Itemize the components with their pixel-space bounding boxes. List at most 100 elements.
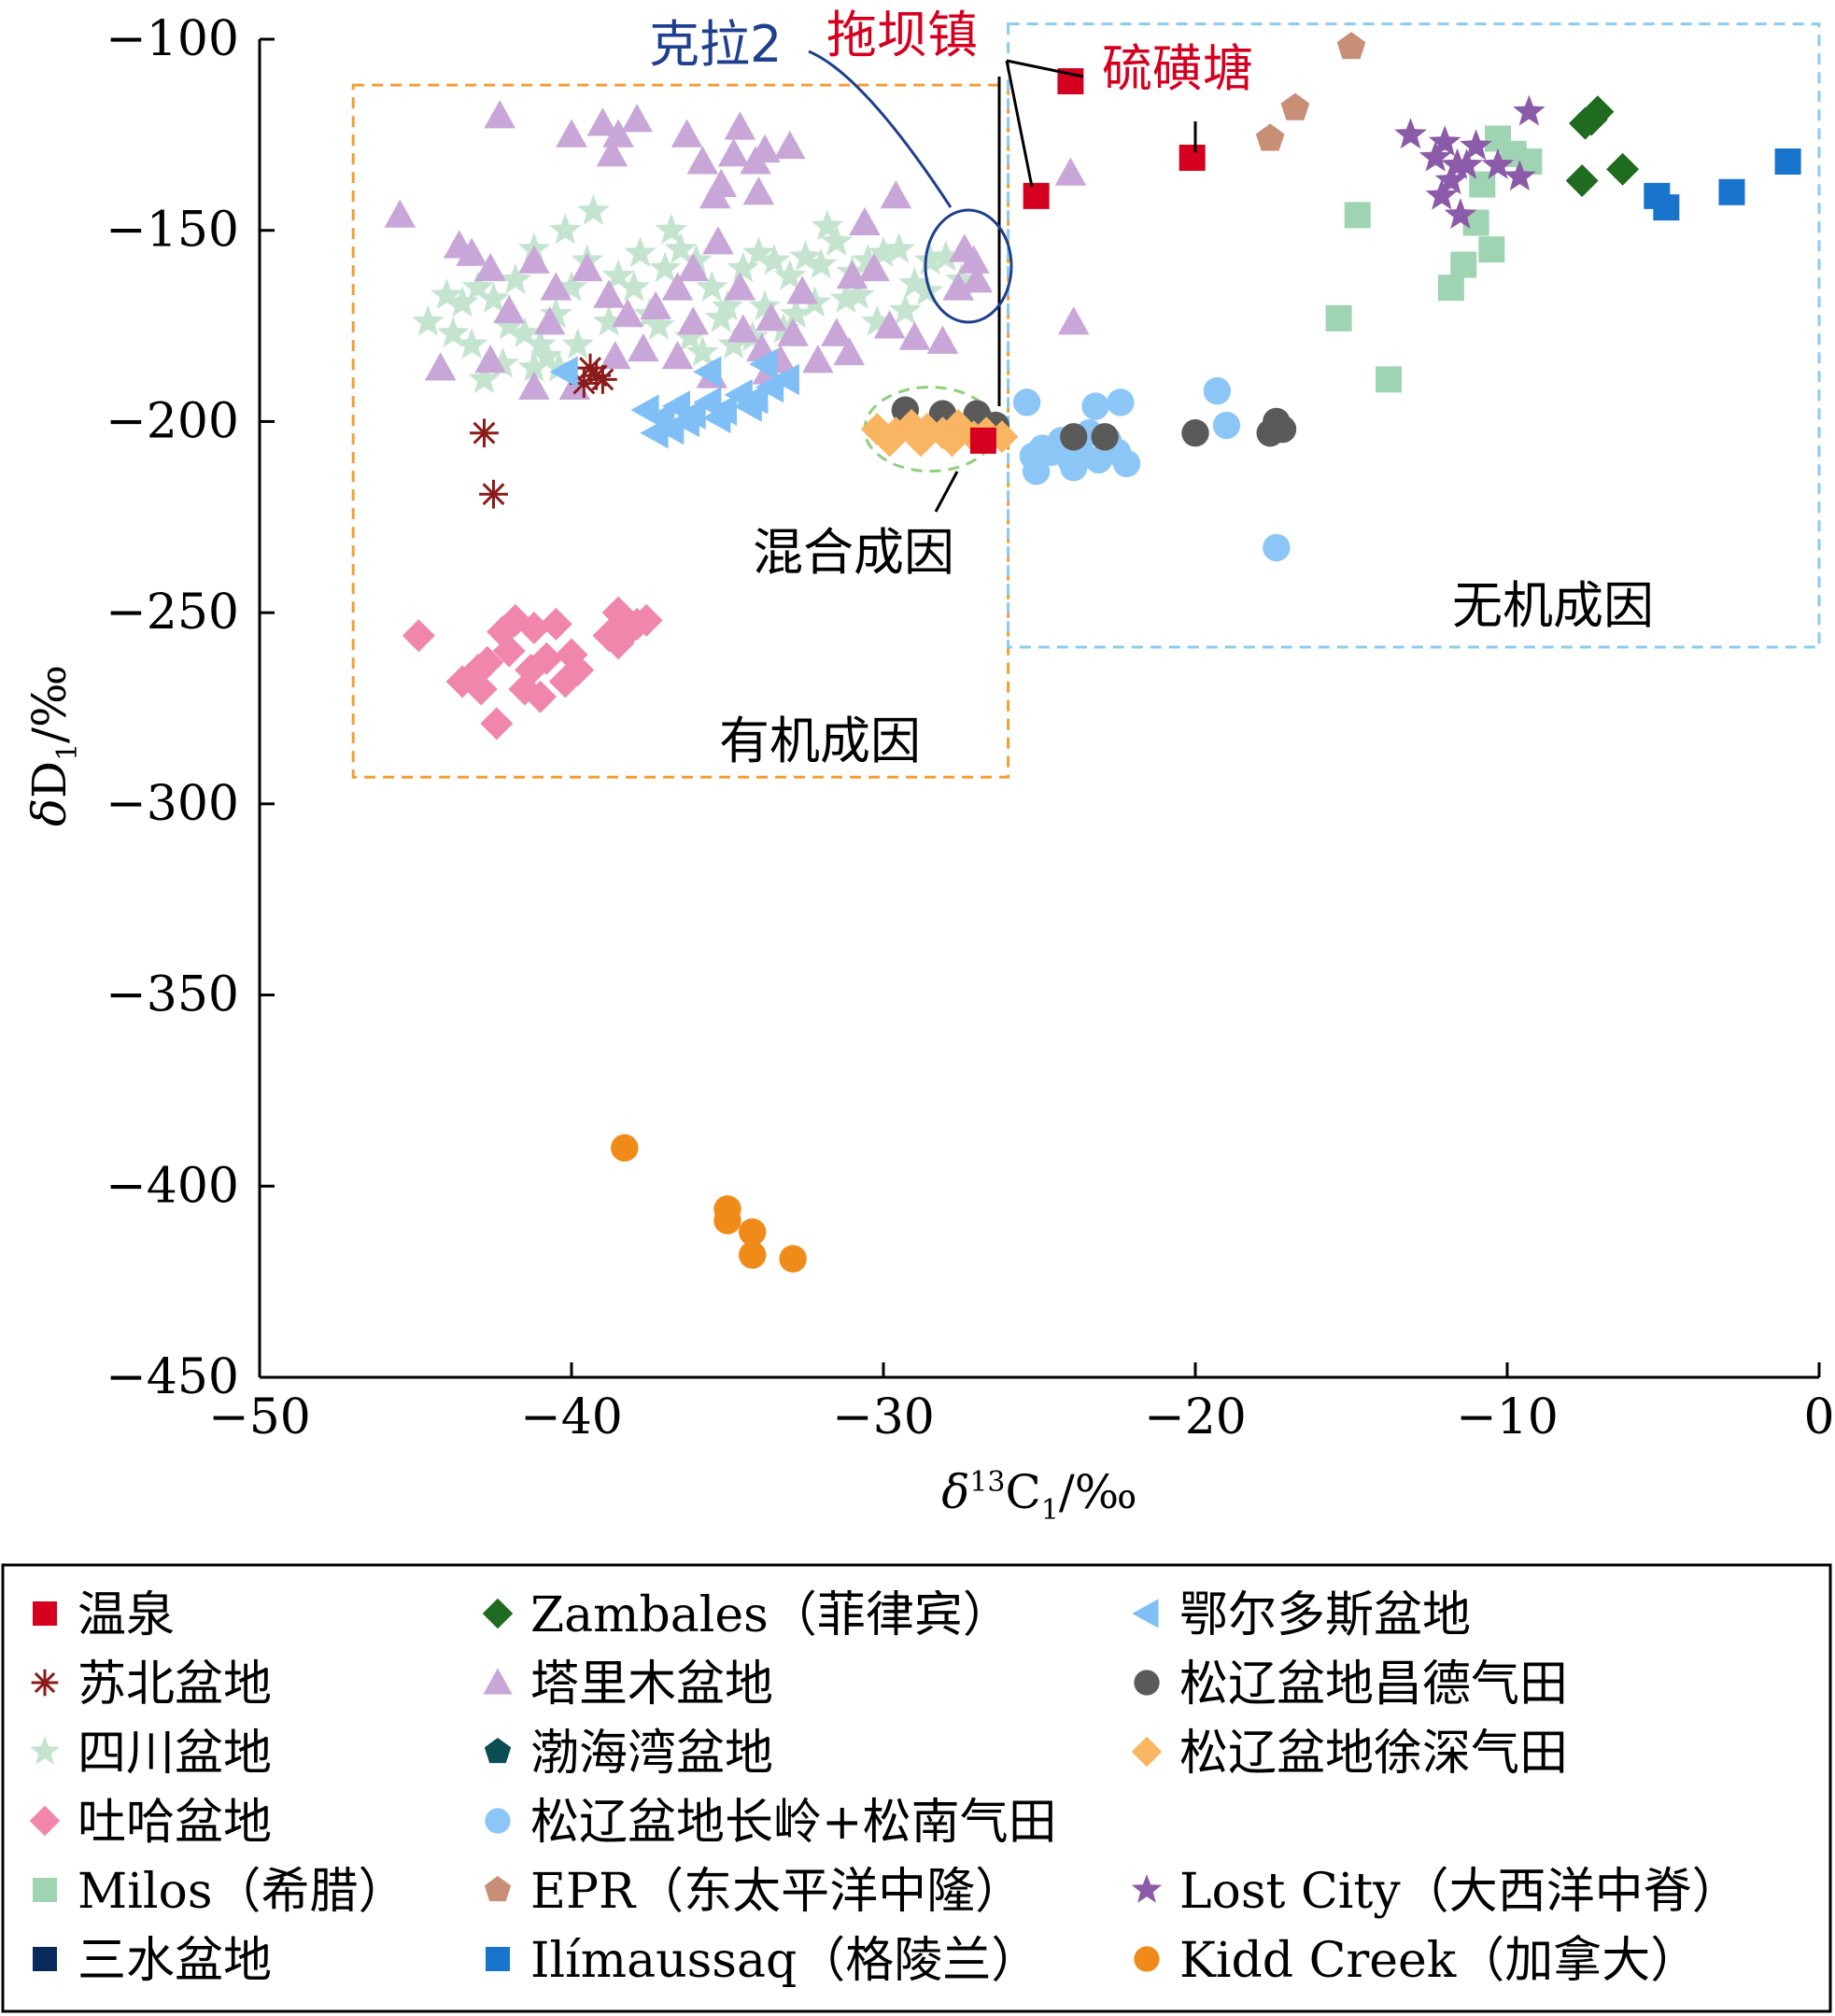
data-point [1203, 376, 1232, 405]
data-point [493, 294, 525, 324]
data-point [898, 321, 931, 350]
data-point [621, 104, 653, 133]
data-point [1574, 103, 1608, 136]
legend-label: Ilímaussaq（格陵兰） [530, 1933, 1039, 1989]
data-point [517, 612, 551, 645]
data-point [673, 320, 707, 352]
legend-marker [1131, 1736, 1163, 1768]
legend-marker [485, 1808, 511, 1834]
data-point [402, 619, 435, 653]
legend-marker [33, 1601, 57, 1626]
data-point [424, 352, 457, 381]
data-point [779, 1245, 807, 1273]
data-point [661, 272, 694, 301]
data-point [445, 286, 479, 317]
data-point [727, 251, 759, 283]
legend-marker [484, 1876, 512, 1902]
data-point [518, 245, 550, 274]
data-point [601, 259, 635, 290]
data-point [699, 180, 731, 209]
data-point [1376, 366, 1403, 393]
y-tick-label: −250 [106, 585, 239, 641]
data-point [555, 270, 588, 302]
data-point [556, 119, 587, 148]
data-point [836, 261, 868, 289]
legend-marker [31, 1669, 59, 1697]
legend-label: 塔里木盆地 [530, 1657, 773, 1713]
legend-label: Milos（希腊） [78, 1864, 407, 1920]
data-point [1054, 157, 1087, 186]
data-point [773, 259, 807, 290]
data-point [470, 418, 499, 448]
data-point [1336, 32, 1366, 60]
data-point [786, 275, 818, 304]
data-point [820, 224, 854, 256]
data-point [1344, 202, 1371, 229]
data-point [904, 424, 938, 458]
data-point [487, 346, 519, 378]
data-point [1112, 449, 1141, 478]
y-axis-title: δD1/‰ [22, 665, 84, 826]
data-point [770, 363, 799, 396]
data-point [474, 252, 506, 282]
data-point [588, 364, 617, 394]
data-point [499, 262, 532, 294]
data-point [1023, 182, 1050, 209]
kela2-leader-line [808, 49, 953, 208]
data-point [640, 290, 671, 320]
data-point [1653, 194, 1680, 221]
data-point [561, 328, 594, 359]
data-point [1774, 148, 1801, 176]
data-point [677, 252, 710, 282]
data-point [1444, 198, 1477, 230]
x-tick-label: −40 [520, 1389, 623, 1445]
kela2-label: 克拉2 [649, 15, 782, 74]
x-tick-label: −20 [1144, 1389, 1247, 1445]
data-point [686, 146, 719, 175]
data-point [1081, 392, 1109, 420]
data-point [549, 213, 582, 245]
data-point [596, 138, 628, 167]
data-point [1503, 160, 1536, 191]
legend-marker [1134, 1946, 1160, 1972]
data-point [474, 345, 506, 374]
data-point [642, 308, 675, 340]
data-point [575, 353, 605, 383]
data-point [508, 317, 542, 347]
data-point [1434, 163, 1468, 195]
data-point [555, 638, 588, 671]
data-point [540, 297, 572, 329]
data-point [829, 282, 863, 314]
tuobazhen-leader-line-2 [1005, 60, 1034, 188]
data-point [686, 335, 719, 367]
data-point [524, 680, 558, 713]
legend-label: 三水盆地 [78, 1933, 272, 1989]
data-point [742, 236, 775, 267]
data-point [640, 416, 669, 449]
data-point [1212, 411, 1241, 440]
data-point [664, 233, 698, 263]
legend-marker [29, 1736, 61, 1765]
x-axis-title: δ13C1/‰ [941, 1465, 1137, 1527]
data-point [1437, 275, 1464, 302]
data-point [961, 264, 993, 293]
legend-label: 吐哈盆地 [78, 1795, 272, 1851]
liuhuangtang-label: 硫磺塘 [1102, 39, 1253, 98]
data-point [492, 634, 526, 668]
data-point [593, 279, 625, 308]
data-point [733, 390, 762, 422]
y-tick-label: −450 [106, 1349, 239, 1405]
data-point [774, 130, 806, 160]
data-point [1606, 152, 1640, 186]
data-point [802, 345, 834, 374]
y-tick-label: −150 [106, 203, 239, 259]
legend-marker [1134, 1670, 1160, 1696]
data-point [713, 1195, 741, 1223]
data-point [1181, 419, 1209, 447]
data-point [821, 317, 853, 346]
data-point [1419, 140, 1452, 172]
data-point [571, 252, 603, 282]
data-point [1450, 251, 1477, 278]
data-point [655, 213, 688, 245]
